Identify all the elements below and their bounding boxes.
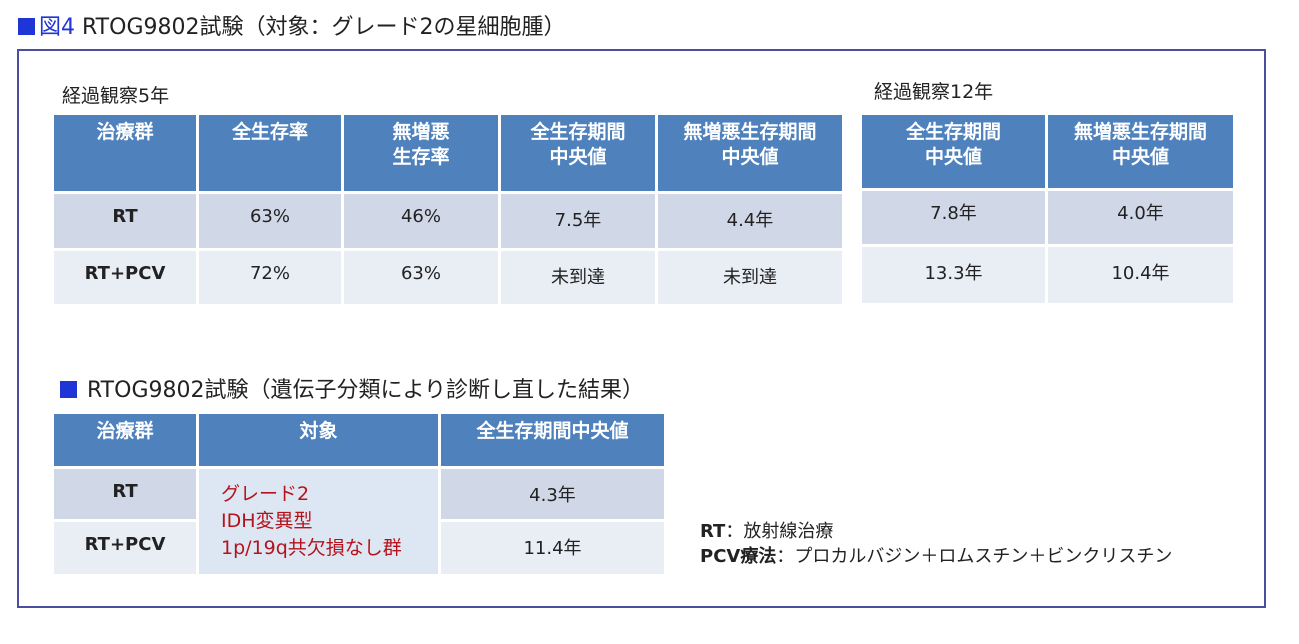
table-row: RT+PCV 11.4年 [54,522,664,574]
table-row: RT グレード2 IDH変異型 1p/19q共欠損なし群 4.3年 [54,469,664,574]
figure-title: 図4 RTOG9802試験（対象：グレード2の星細胞腫） [18,14,565,42]
target-line: 1p/19q共欠損なし群 [221,537,402,559]
table-row: RT+PCV 72% 63% 未到達 未到達 [54,251,842,304]
table-cell: 63% [199,194,341,248]
table-5yr-header-row: 治療群 全生存率 無増悪 生存率 全生存期間 中央値 無増悪生存期間 中央値 [54,115,842,191]
figure-label: 図4 [39,15,75,40]
table-reclassified-header-row: 治療群 対象 全生存期間中央値 [54,414,664,466]
blue-square-icon [60,381,77,398]
target-population-cell: グレード2 IDH変異型 1p/19q共欠損なし群 [199,469,438,574]
footnotes: RT：放射線治療 PCV療法：プロカルバジン＋ロムスチン＋ビンクリスチン [700,519,1172,569]
table-12yr: 全生存期間 中央値 無増悪生存期間 中央値 7.8年 4.0年 13.3年 10.4… [859,112,1236,306]
table-cell: 未到達 [501,251,655,304]
blue-square-icon [18,18,35,35]
header-pfs-rate: 無増悪 生存率 [344,115,498,191]
table-cell: 7.5年 [501,194,655,248]
table-cell: 4.0年 [1048,191,1233,244]
table-5yr: 治療群 全生存率 無増悪 生存率 全生存期間 中央値 無増悪生存期間 中央値 RT 6… [51,112,845,307]
header-median-pfs-12yr: 無増悪生存期間 中央値 [1048,115,1233,188]
table-cell: 63% [344,251,498,304]
table-cell: 7.8年 [862,191,1045,244]
header-treatment-group: 治療群 [54,115,196,191]
section2-title-text: RTOG9802試験（遺伝子分類により診断し直した結果） [87,378,645,403]
caption-5yr: 経過観察5年 [62,85,170,107]
table-12yr-header-row: 全生存期間 中央値 無増悪生存期間 中央値 [862,115,1233,188]
table-row: 7.8年 4.0年 [862,191,1233,244]
figure-frame [17,49,1266,608]
header-overall-survival-rate: 全生存率 [199,115,341,191]
caption-12yr: 経過観察12年 [874,81,994,103]
table-cell: 4.3年 [441,469,664,519]
table-cell: 72% [199,251,341,304]
table-cell: 11.4年 [441,522,664,574]
figure-title-text: RTOG9802試験（対象：グレード2の星細胞腫） [82,15,566,40]
table-row: RT 63% 46% 7.5年 4.4年 [54,194,842,248]
table-cell: 4.4年 [658,194,842,248]
footnote-pcv: PCV療法：プロカルバジン＋ロムスチン＋ビンクリスチン [700,546,1173,567]
section2-title: RTOG9802試験（遺伝子分類により診断し直した結果） [60,377,644,405]
row-label-rt-pcv: RT+PCV [54,522,196,574]
row-label-rt: RT [54,194,196,248]
row-label-rt-pcv: RT+PCV [54,251,196,304]
target-line: IDH変異型 [221,510,313,532]
table-cell: 46% [344,194,498,248]
table-cell: 10.4年 [1048,247,1233,303]
footnote-rt: RT：放射線治療 [700,521,834,542]
row-label-rt: RT [54,469,196,519]
header-target: 対象 [199,414,438,466]
table-row: 13.3年 10.4年 [862,247,1233,303]
header-median-pfs: 無増悪生存期間 中央値 [658,115,842,191]
header-median-os-12yr: 全生存期間 中央値 [862,115,1045,188]
header-treatment-group: 治療群 [54,414,196,466]
table-reclassified: 治療群 対象 全生存期間中央値 RT グレード2 IDH変異型 1p/19q共欠… [51,411,667,577]
header-median-os: 全生存期間中央値 [501,115,655,191]
target-line: グレード2 [221,483,310,505]
header-median-os: 全生存期間中央値 [441,414,664,466]
table-cell: 未到達 [658,251,842,304]
table-cell: 13.3年 [862,247,1045,303]
